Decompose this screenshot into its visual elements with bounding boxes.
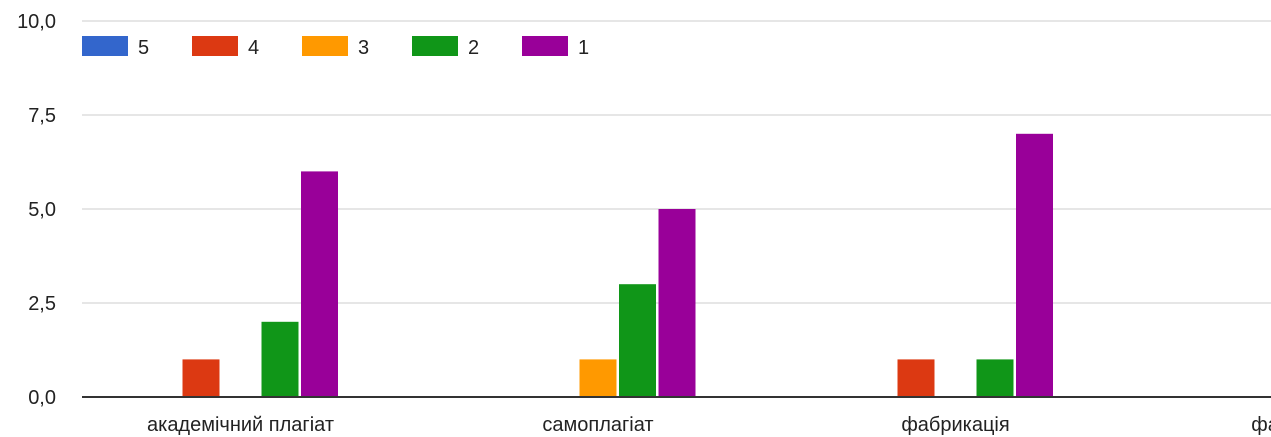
legend-label: 4 — [248, 37, 259, 59]
legend-label: 1 — [578, 37, 589, 59]
bar-4-2 — [897, 359, 935, 397]
bar-1-2 — [1016, 133, 1053, 398]
legend-label: 2 — [468, 37, 479, 59]
legend-swatch — [192, 36, 238, 56]
y-tick-label: 7,5 — [28, 105, 56, 127]
legend-swatch — [302, 36, 348, 56]
y-tick-label: 5,0 — [28, 199, 56, 221]
legend-swatch — [82, 36, 128, 56]
legend-swatch — [412, 36, 458, 56]
x-tick-label: самоплагіат — [542, 414, 653, 436]
bar-2-1 — [619, 284, 656, 397]
legend-swatch — [522, 36, 568, 56]
bar-4-0 — [182, 359, 220, 397]
bar-3-1 — [579, 359, 617, 397]
y-tick-label: 2,5 — [28, 293, 56, 315]
y-axis-ticks: 0,0 2,5 5,0 7,5 10,0 — [17, 11, 56, 409]
x-tick-label: академічний плагіат — [147, 414, 334, 436]
y-tick-label: 10,0 — [17, 11, 56, 33]
x-axis-labels: академічний плагіат самоплагіат фабрикація… — [147, 414, 1271, 436]
bar-2-2 — [976, 359, 1014, 397]
bar-2-0 — [261, 321, 299, 397]
legend-label: 5 — [138, 37, 149, 59]
bar-1-1 — [658, 209, 696, 397]
y-tick-label: 0,0 — [28, 387, 56, 409]
x-tick-label: фальсифікац — [1251, 414, 1271, 436]
legend-label: 3 — [358, 37, 369, 59]
bars — [182, 133, 1053, 398]
x-tick-label: фабрикація — [901, 414, 1009, 436]
legend: 5 4 3 2 1 — [82, 36, 589, 59]
bar-1-0 — [301, 171, 338, 397]
